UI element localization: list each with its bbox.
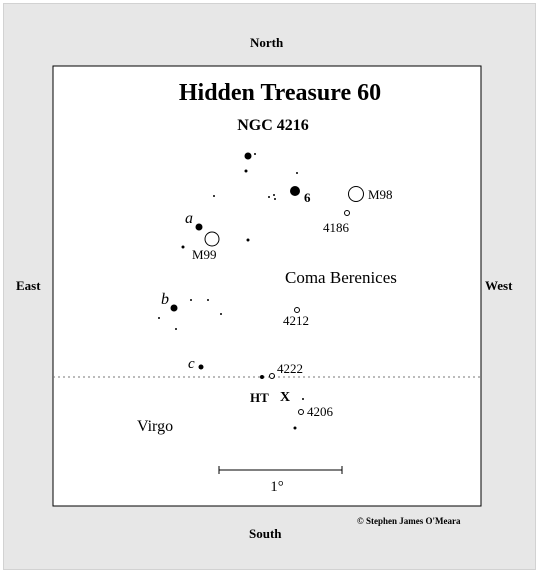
star <box>274 198 276 200</box>
star <box>296 172 298 174</box>
target-marker: X <box>280 390 290 405</box>
label-ngc4186: 4186 <box>323 220 350 235</box>
star <box>293 426 297 430</box>
star <box>207 299 209 301</box>
label-ngc4212: 4212 <box>283 313 309 328</box>
south-label: South <box>249 526 282 541</box>
label-m98: M98 <box>368 187 393 202</box>
constellation-label-coma: Coma Berenices <box>285 268 397 287</box>
star <box>213 195 215 197</box>
chart-subtitle: NGC 4216 <box>237 117 309 134</box>
star <box>181 245 185 249</box>
galaxy-ngc4186 <box>344 210 350 216</box>
label-star-b: b <box>161 291 169 308</box>
star <box>302 398 304 400</box>
star <box>254 153 256 155</box>
constellation-label-virgo: Virgo <box>137 418 173 435</box>
star <box>244 169 248 173</box>
star <box>268 196 270 198</box>
star-a <box>195 223 203 231</box>
label-ngc4206: 4206 <box>307 404 334 419</box>
north-label: North <box>250 35 284 50</box>
west-label: West <box>485 278 513 293</box>
star <box>220 313 222 315</box>
label-star-a: a <box>185 210 193 227</box>
label-ngc4222: 4222 <box>277 361 303 376</box>
galaxy-m99 <box>204 231 220 247</box>
galaxy-ngc4222 <box>269 373 275 379</box>
label-star-c: c <box>188 356 195 372</box>
star-b <box>170 304 178 312</box>
star-c <box>198 364 204 370</box>
target-label: HT <box>250 390 269 405</box>
scale-bar-label: 1° <box>270 479 284 495</box>
chart-title: Hidden Treasure 60 <box>179 80 381 106</box>
star <box>158 317 160 319</box>
star <box>190 299 192 301</box>
chart-panel <box>52 65 482 507</box>
galaxy-ngc4206 <box>298 409 304 415</box>
star <box>175 328 177 330</box>
star <box>260 375 264 379</box>
star <box>273 194 275 196</box>
east-label: East <box>16 278 41 293</box>
star-6 <box>290 186 300 196</box>
galaxy-m98 <box>348 186 364 202</box>
galaxy-ngc4212 <box>294 307 300 313</box>
star <box>246 238 250 242</box>
label-star-6: 6 <box>304 190 311 205</box>
copyright-notice: © Stephen James O'Meara <box>357 516 461 526</box>
star <box>244 152 252 160</box>
label-m99: M99 <box>192 247 217 262</box>
